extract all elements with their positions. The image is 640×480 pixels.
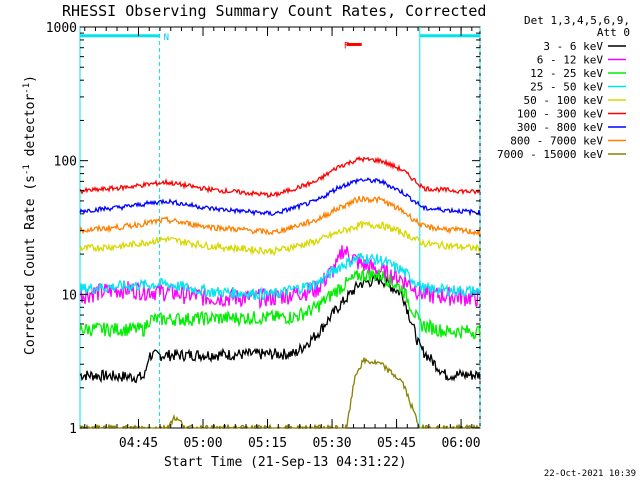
y-tick-label: 10 [61,288,77,303]
y-axis: 1 10 100 1000 [46,21,480,437]
y-axis-label: Corrected Count Rate (s-1 detector-1) [22,75,38,355]
x-tick-label: 06:00 [442,436,481,451]
x-tick-label: 04:45 [119,436,158,451]
flag-label: N [164,33,169,43]
plot-area: NF [79,26,481,430]
x-tick-label: 05:45 [377,436,416,451]
legend-label: 25 - 50 keV [530,81,603,94]
y-tick-label: 1 [69,422,77,437]
legend-label: 300 - 800 keV [517,121,603,134]
legend-header-1: Det 1,3,4,5,6,9, [524,14,630,27]
legend-label: 50 - 100 keV [524,94,604,107]
x-axis: 04:45 05:00 05:15 05:30 05:45 06:00 [84,27,481,451]
x-tick-label: 05:00 [183,436,222,451]
x-tick-label: 05:30 [312,436,351,451]
chart-title: RHESSI Observing Summary Count Rates, Co… [62,2,486,20]
legend-label: 7000 - 15000 keV [497,148,603,161]
series-line-2 [79,268,481,340]
y-tick-label: 100 [54,155,77,170]
legend-label: 100 - 300 keV [517,108,603,121]
series-line-6 [79,176,481,217]
legend-label: 6 - 12 keV [537,54,604,67]
legend-label: 3 - 6 keV [543,40,603,53]
legend-label: 12 - 25 keV [530,67,603,80]
series-line-4 [79,220,481,257]
series-line-7 [79,195,481,237]
series-line-3 [79,252,481,301]
x-axis-label: Start Time (21-Sep-13 04:31:22) [164,455,407,470]
timestamp-stamp: 22-Oct-2021 10:39 [544,469,636,479]
series-line-8 [79,357,481,430]
legend-header-2: Att 0 [597,26,630,39]
series-line-0 [79,273,481,384]
y-tick-label: 1000 [46,21,77,36]
flag-label: F [344,41,349,51]
x-tick-label: 05:15 [248,436,287,451]
legend-label: 800 - 7000 keV [510,135,603,148]
series-line-5 [79,155,481,199]
